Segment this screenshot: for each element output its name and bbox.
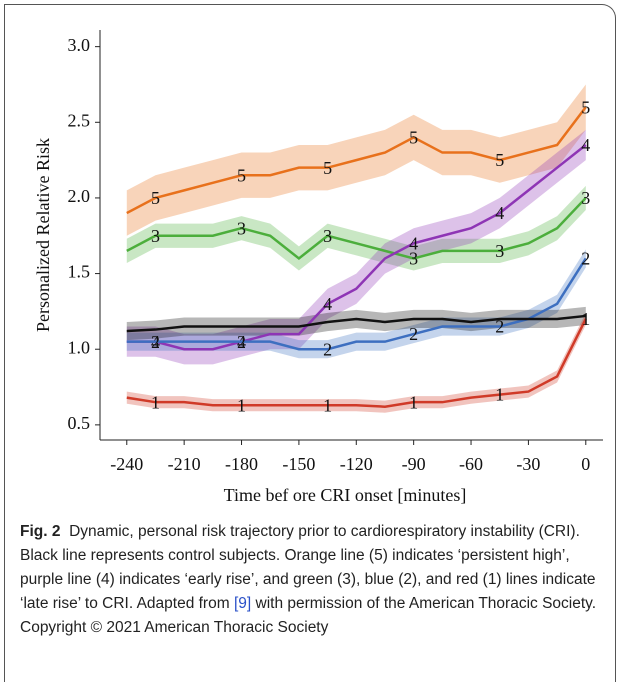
y-tick-label: 0.5	[68, 413, 91, 433]
x-tick-label: -90	[402, 454, 426, 474]
series-line	[126, 197, 587, 261]
y-tick-label: 1.0	[68, 337, 91, 357]
curve-label: 5	[581, 97, 590, 117]
y-axis-label: Personalized Relative Risk	[33, 138, 53, 332]
x-axis-label: Time bef ore CRI onset [minutes]	[224, 485, 467, 505]
series-line	[126, 106, 587, 215]
caption-reference[interactable]: [9]	[233, 595, 252, 612]
curve-label: 1	[151, 392, 160, 412]
x-tick-label: -240	[110, 454, 143, 474]
x-tick-label: -120	[340, 454, 373, 474]
curve-label: 2	[151, 332, 160, 352]
curve-label: 3	[323, 226, 332, 246]
caption-text: Dynamic, personal risk trajectory prior …	[20, 523, 596, 612]
curve-label: 1	[323, 395, 332, 415]
x-tick-label: -60	[459, 454, 483, 474]
y-tick-label: 3.0	[68, 35, 91, 55]
y-tick-label: 2.0	[68, 186, 91, 206]
curve-label: 3	[581, 188, 590, 208]
curve-label: 1	[237, 395, 246, 415]
confidence-band	[126, 306, 586, 341]
curve-label: 5	[409, 128, 418, 148]
curve-label: 4	[581, 135, 590, 155]
figure-frame	[4, 4, 616, 682]
curve-label: 1	[409, 392, 418, 412]
curve-label: 2	[495, 317, 504, 337]
caption: Fig. 2 Dynamic, personal risk trajectory…	[20, 520, 610, 640]
x-tick-label: -210	[168, 454, 201, 474]
series-line	[126, 257, 587, 351]
curve-label: 2	[409, 324, 418, 344]
confidence-band	[126, 185, 586, 271]
caption-text-end: with permission of the American Thoracic…	[20, 595, 597, 636]
y-tick-label: 2.5	[68, 110, 91, 130]
curve-label: 4	[323, 294, 332, 314]
series-line	[126, 314, 586, 333]
curve-label: 2	[237, 332, 246, 352]
y-tick-label: 1.5	[68, 262, 91, 282]
curve-label: 2	[323, 339, 332, 359]
curve-label: 3	[237, 218, 246, 238]
curve-label: 5	[237, 165, 246, 185]
series-line	[126, 318, 587, 408]
curve-label: 1	[495, 385, 504, 405]
curve-label: 2	[581, 249, 590, 269]
series-line	[126, 144, 587, 351]
x-tick-label: -30	[516, 454, 540, 474]
curve-label: 3	[151, 226, 160, 246]
x-tick-label: 0	[581, 454, 590, 474]
chart: Time bef ore CRI onset [minutes] Persona…	[33, 30, 603, 505]
confidence-band	[126, 249, 586, 359]
x-tick-label: -180	[225, 454, 258, 474]
curve-label: 4	[495, 203, 504, 223]
curve-label: 5	[323, 158, 332, 178]
curve-label: 5	[151, 188, 160, 208]
caption-label: Fig. 2	[20, 523, 61, 540]
curve-label: 4	[409, 233, 418, 253]
curve-label: 3	[495, 241, 504, 261]
curve-label: 3	[409, 249, 418, 269]
curve-label: 5	[495, 150, 504, 170]
curve-label: 1	[581, 309, 590, 329]
x-tick-label: -150	[282, 454, 315, 474]
